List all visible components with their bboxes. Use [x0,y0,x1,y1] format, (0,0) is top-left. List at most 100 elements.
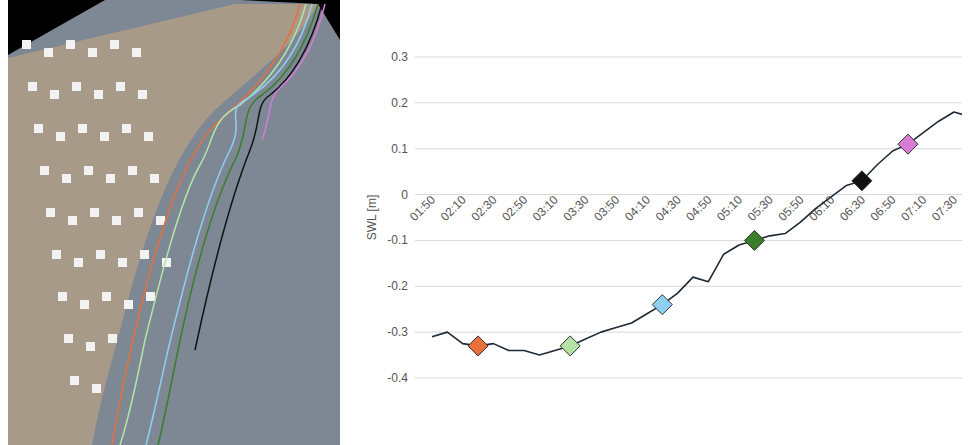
umbrella [92,384,101,393]
grid-line [415,57,962,58]
umbrella [62,174,71,183]
umbrella [106,174,115,183]
shoreline [195,4,322,350]
grid-line [415,102,962,103]
x-tick-label: 03:30 [561,193,592,224]
umbrella [132,48,141,57]
time-marker [898,134,918,154]
x-tick-labels: 01:5002:1002:3002:5003:1003:3003:5004:10… [407,193,960,224]
y-tick-labels: 0.3 0.2 0.1 0 -0.1 -0.2 -0.3 -0.4 [387,50,408,385]
umbrella [50,90,59,99]
x-tick-label: 06:50 [868,193,899,224]
umbrella [74,258,83,267]
umbrella [52,250,61,259]
umbrella [100,132,109,141]
x-tick-label: 02:50 [499,193,530,224]
y-tick-label: -0.3 [387,325,408,339]
grid-line [415,148,962,149]
y-tick-label: 0 [401,188,408,202]
grid [415,57,962,378]
plot-marks [432,112,962,356]
image-corner [8,0,105,55]
x-tick-label: 06:30 [837,193,868,224]
umbrella [66,40,75,49]
umbrella [116,82,125,91]
umbrella [112,216,121,225]
umbrella [156,216,165,225]
x-tick-label: 03:10 [530,193,561,224]
umbrella [68,216,77,225]
sea [8,0,340,445]
umbrella [88,48,97,57]
grid-line [415,240,962,241]
y-tick-label: -0.1 [387,233,408,247]
umbrella [84,166,93,175]
umbrella [150,174,159,183]
x-tick-label: 04:50 [683,193,714,224]
umbrella [40,166,49,175]
x-tick-label: 05:30 [745,193,776,224]
grid-line [415,194,962,195]
umbrella [64,334,73,343]
umbrella [146,292,155,301]
umbrella [144,132,153,141]
umbrella [118,258,127,267]
time-marker [744,230,764,250]
x-tick-label: 04:10 [622,193,653,224]
umbrella [78,124,87,133]
x-tick-label: 06:10 [806,193,837,224]
time-marker [652,295,672,315]
umbrella [86,342,95,351]
umbrella [46,208,55,217]
y-tick-label: 0.3 [391,50,408,64]
umbrella [70,376,79,385]
grid-line [415,286,962,287]
x-tick-label: 04:30 [653,193,684,224]
umbrella [122,124,131,133]
grid-line [415,332,962,333]
umbrella [124,300,133,309]
umbrella [72,82,81,91]
x-tick-label: 05:50 [775,193,806,224]
umbrella [80,300,89,309]
x-tick-label: 02:30 [468,193,499,224]
umbrella [134,208,143,217]
sand [8,4,318,445]
umbrella [102,292,111,301]
x-tick-label: 02:10 [438,193,469,224]
umbrella [34,124,43,133]
x-tick-label: 07:10 [898,193,929,224]
shoreline [112,4,300,445]
shoreline [120,4,306,445]
x-tick-label: 01:50 [407,193,438,224]
y-tick-label: -0.4 [387,371,408,385]
y-tick-label: 0.1 [391,142,408,156]
grid-line [415,378,962,379]
umbrella [110,40,119,49]
umbrella [140,250,149,259]
y-tick-label: -0.2 [387,279,408,293]
umbrella [96,250,105,259]
time-marker [468,336,488,356]
umbrella [22,40,31,49]
time-marker [852,171,872,191]
umbrella [58,292,67,301]
beach-image [8,0,340,445]
x-tick-label: 03:50 [591,193,622,224]
x-tick-label: 05:10 [714,193,745,224]
y-tick-label: 0.2 [391,96,408,110]
umbrella [94,90,103,99]
y-axis-title: SWL [m] [365,195,379,241]
umbrella [28,82,37,91]
umbrella [90,208,99,217]
umbrella [128,166,137,175]
figure: 0.30.20.10-0.1-0.2-0.3-0.4SWL [m]01:5002… [0,0,969,445]
umbrella [44,48,53,57]
shoreline [262,4,325,140]
umbrella [138,90,147,99]
x-tick-label: 07:30 [929,193,960,224]
umbrella [56,132,65,141]
umbrella [108,334,117,343]
time-marker [560,336,580,356]
swl-line [432,112,962,355]
